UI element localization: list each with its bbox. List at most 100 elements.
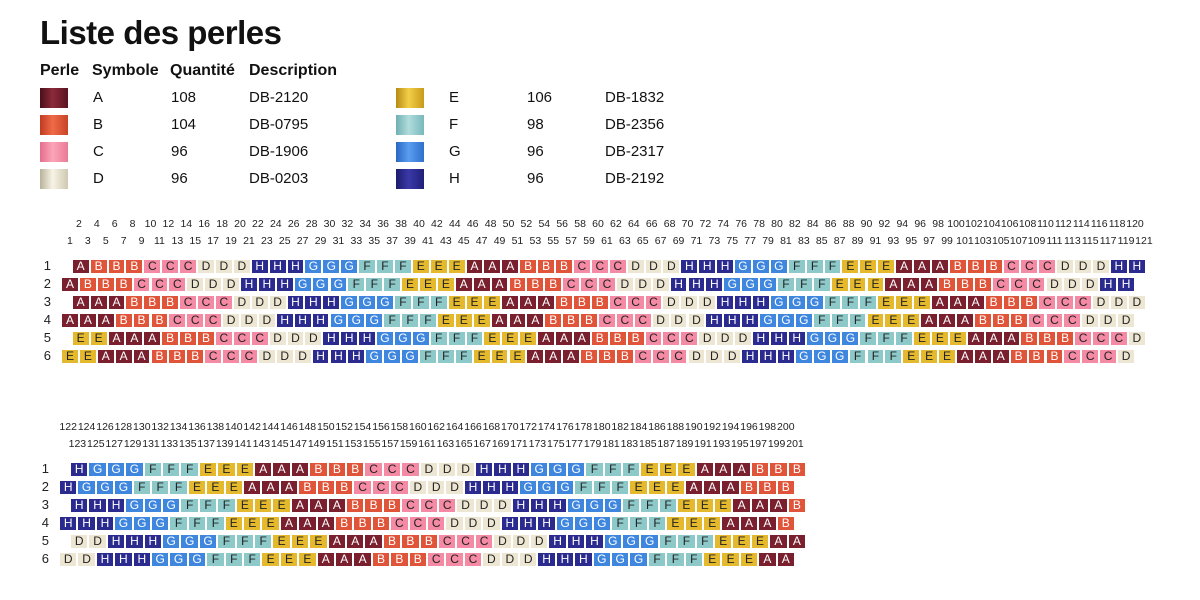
bead-cell: C: [186, 313, 205, 328]
column-number: 135: [179, 438, 197, 450]
column-number: 35: [368, 235, 381, 247]
bead-cell: D: [240, 313, 258, 328]
column-number: 186: [648, 421, 666, 433]
bead-cell: C: [438, 534, 457, 549]
bead-cell: F: [187, 516, 207, 531]
column-number: 5: [102, 235, 109, 247]
column-number: 199: [767, 438, 786, 450]
bead-cell: F: [877, 331, 896, 346]
bead-cell: G: [519, 480, 538, 495]
column-number: 138: [206, 421, 225, 433]
bead-cell: C: [1027, 313, 1046, 328]
column-number: 41: [422, 235, 434, 247]
column-number: 7: [120, 235, 127, 247]
bead-symbol-e: E: [449, 89, 460, 106]
bead-cell: G: [769, 295, 788, 310]
bead-cell: B: [562, 313, 581, 328]
column-number: 50: [502, 218, 515, 230]
row-number: 3: [43, 294, 51, 309]
bead-cell: E: [483, 295, 502, 310]
bead-cell: A: [327, 534, 347, 549]
bead-cell: G: [393, 331, 412, 346]
bead-cell: G: [304, 259, 323, 274]
bead-cell: B: [519, 259, 538, 274]
bead-cell: G: [566, 462, 586, 477]
bead-cell: D: [1081, 277, 1100, 292]
bead-cell: G: [566, 498, 586, 513]
column-number: 200: [777, 421, 795, 433]
bead-cell: B: [750, 462, 770, 477]
column-number: 115: [1081, 235, 1099, 247]
bead-cell: D: [408, 480, 427, 495]
bead-cell: E: [877, 259, 896, 274]
bead-cell: D: [222, 313, 240, 328]
bead-cell: E: [217, 462, 236, 477]
bead-cell: G: [411, 331, 430, 346]
column-number: 30: [323, 218, 336, 230]
bead-cell: A: [309, 498, 328, 513]
bead-cell: E: [666, 480, 685, 495]
bead-cell: E: [224, 480, 243, 495]
bead-cell: G: [114, 516, 133, 531]
bead-cell: G: [830, 349, 849, 364]
bead-cell: F: [859, 295, 878, 310]
bead-cell: H: [95, 516, 115, 531]
bead-cell: D: [1045, 277, 1064, 292]
bead-cell: E: [279, 552, 299, 567]
bead-cell: G: [77, 480, 96, 495]
bead-cell: D: [77, 552, 96, 567]
bead-cell: G: [151, 552, 170, 567]
bead-cell: B: [580, 349, 598, 364]
bead-cell: F: [622, 462, 641, 477]
bead-cell: D: [723, 349, 742, 364]
bead-cell: A: [61, 277, 79, 292]
bead-cell: B: [1020, 331, 1039, 346]
bead-cell: F: [383, 313, 402, 328]
column-number: 196: [740, 421, 758, 433]
bead-cell: F: [132, 480, 151, 495]
bead-cell: C: [633, 313, 652, 328]
bead-cell: H: [95, 552, 115, 567]
bead-cell: A: [913, 259, 931, 274]
bead-cell: F: [629, 516, 648, 531]
bead-cell: F: [677, 534, 696, 549]
column-number: 109: [1027, 235, 1046, 247]
bead-cell: E: [309, 534, 328, 549]
bead-cell: E: [920, 349, 939, 364]
bead-cell: A: [956, 313, 974, 328]
column-number: 177: [565, 438, 583, 450]
bead-cell: G: [329, 313, 348, 328]
bead-cell: F: [812, 277, 831, 292]
column-number: 147: [289, 438, 307, 450]
bead-cell: D: [698, 295, 717, 310]
column-number: 54: [538, 218, 551, 230]
bead-cell: D: [232, 295, 251, 310]
column-number: 169: [491, 438, 510, 450]
bead-cell: G: [187, 552, 207, 567]
bead-quantity-a: 108: [171, 89, 197, 106]
bead-description-h: DB-2192: [605, 170, 665, 187]
bead-cell: D: [257, 349, 276, 364]
bead-cell: H: [574, 552, 593, 567]
bead-cell: B: [787, 498, 807, 513]
column-number: 189: [675, 438, 694, 450]
bead-cell: D: [275, 349, 294, 364]
bead-cell: C: [1081, 349, 1100, 364]
bead-cell: A: [71, 259, 90, 274]
bead-cell: H: [268, 259, 287, 274]
bead-cell: H: [329, 349, 348, 364]
bead-cell: G: [769, 259, 788, 274]
column-number: 98: [932, 218, 944, 230]
bead-cell: E: [938, 349, 956, 364]
column-number: 52: [520, 218, 533, 230]
column-number: 84: [806, 218, 819, 230]
bead-cell: E: [866, 313, 885, 328]
bead-cell: G: [723, 277, 742, 292]
bead-cell: G: [640, 534, 659, 549]
bead-cell: F: [429, 331, 448, 346]
bead-cell: D: [1063, 277, 1082, 292]
bead-cell: C: [132, 277, 151, 292]
bead-cell: A: [769, 534, 788, 549]
column-number: 165: [455, 438, 473, 450]
bead-cell: C: [1109, 331, 1128, 346]
